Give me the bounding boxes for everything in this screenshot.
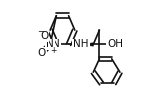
Polygon shape — [81, 43, 93, 46]
Text: −: − — [37, 27, 44, 36]
Text: O: O — [40, 31, 48, 41]
Text: N: N — [52, 40, 60, 50]
Text: +: + — [51, 46, 57, 55]
Text: N: N — [46, 40, 54, 50]
Text: O: O — [38, 48, 46, 58]
Text: NH: NH — [73, 40, 89, 50]
Text: OH: OH — [107, 40, 123, 50]
